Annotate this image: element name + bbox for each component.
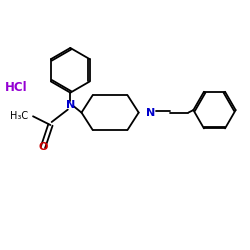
Text: N: N xyxy=(66,100,75,110)
Text: H₃C: H₃C xyxy=(10,111,28,121)
Text: HCl: HCl xyxy=(5,81,28,94)
Text: O: O xyxy=(38,142,48,152)
Text: N: N xyxy=(146,108,156,118)
